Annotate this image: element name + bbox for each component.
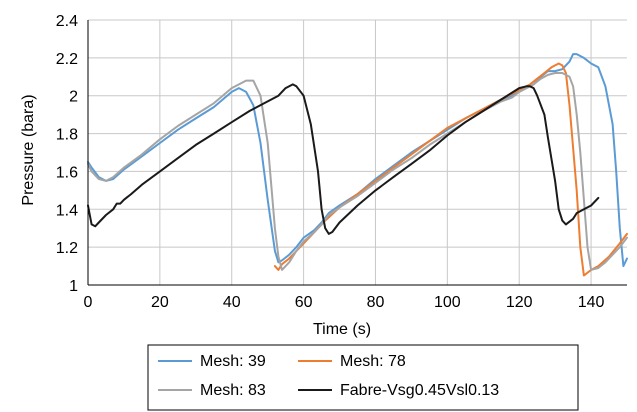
tick-labels: 1 1.2 1.4 1.6 1.8 2 2.2 2.4 0 20 40 60 80 100 120 140: [56, 13, 605, 311]
series-lines: [87, 53, 628, 277]
x-tick-label: 140: [578, 294, 605, 311]
x-tick-label: 100: [434, 294, 461, 311]
x-axis-label: Time (s): [313, 321, 371, 338]
series-line-4: [87, 83, 600, 235]
y-tick-label: 1.8: [56, 127, 78, 144]
x-tick-label: 60: [295, 294, 313, 311]
x-tick-label: 0: [84, 294, 93, 311]
y-tick-label: 1.4: [56, 202, 78, 219]
legend-label: Mesh: 39: [200, 353, 266, 370]
y-axis-label: Pressure (bara): [20, 94, 37, 205]
y-tick-label: 1.6: [56, 164, 78, 181]
legend-label: Fabre-Vsg0.45Vsl0.13: [340, 382, 499, 399]
legend-box: [147, 344, 579, 411]
legend-label: Mesh: 78: [340, 353, 406, 370]
axes: [87, 20, 627, 286]
series-line-3: [87, 72, 628, 271]
legend-label: Mesh: 83: [200, 382, 266, 399]
x-tick-label: 120: [506, 294, 533, 311]
x-tick-label: 40: [223, 294, 241, 311]
legend: Mesh: 39 Mesh: 78 Mesh: 83 Fabre-Vsg0.45Vsl…: [147, 344, 579, 411]
series-line-1: [87, 53, 628, 268]
y-tick-label: 2.4: [56, 13, 78, 30]
x-tick-label: 80: [367, 294, 385, 311]
y-tick-label: 1.2: [56, 240, 78, 257]
x-tick-label: 20: [151, 294, 169, 311]
grid: [87, 19, 627, 286]
y-tick-label: 1: [69, 278, 78, 295]
y-tick-label: 2: [69, 89, 78, 106]
y-tick-label: 2.2: [56, 51, 78, 68]
